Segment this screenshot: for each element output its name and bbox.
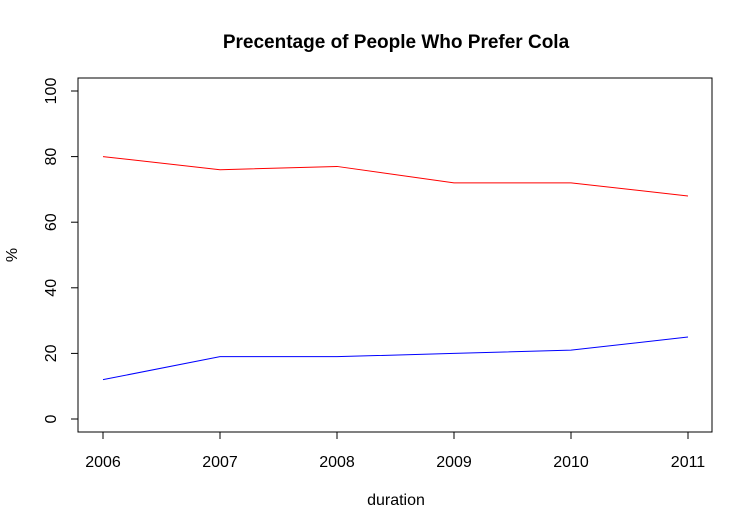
y-tick-label: 60	[43, 213, 60, 231]
y-tick-label: 20	[43, 344, 60, 362]
y-axis-label: %	[4, 248, 21, 262]
series-layer	[102, 156, 689, 381]
chart-title: Precentage of People Who Prefer Cola	[223, 32, 570, 53]
plot-frame	[77, 77, 713, 433]
y-tick-label: 100	[43, 78, 60, 105]
y-tick-label: 0	[43, 414, 60, 423]
x-axis: 2006 2007 2008 2009 2010 2011	[85, 431, 706, 471]
series-line-1	[102, 156, 689, 197]
y-axis: 0 20 40 60 80 100	[43, 78, 79, 423]
y-tick-label: 80	[43, 148, 60, 166]
x-tick-label: 2011	[671, 454, 706, 471]
x-tick-label: 2007	[202, 454, 238, 471]
x-tick-label: 2009	[436, 454, 472, 471]
y-tick-label: 40	[43, 279, 60, 297]
x-tick-label: 2006	[85, 454, 121, 471]
x-tick-label: 2008	[319, 454, 355, 471]
x-tick-label: 2010	[553, 454, 589, 471]
x-axis-label: duration	[367, 492, 425, 509]
series-line-2	[102, 336, 689, 381]
